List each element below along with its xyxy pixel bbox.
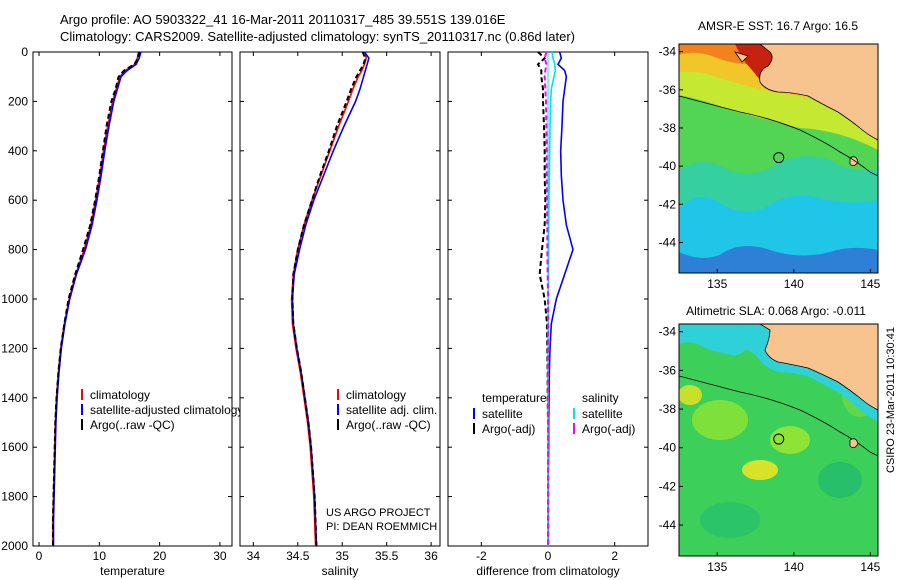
sla-land [759,324,878,411]
sst-frame [678,43,879,274]
temperature-xlabel: temperature [100,564,165,578]
temperature-ytick-label: 2000 [1,539,28,553]
salinity-xtick-label: 34.5 [286,549,310,563]
sla-blob [770,426,810,454]
header-line-2: Climatology: CARS2009. Satellite-adjuste… [60,29,575,44]
salinity-series-2 [291,51,367,547]
temperature-legend-label: Argo(..raw -QC) [90,418,175,432]
salinity-xtick-label: 35.5 [375,549,399,563]
temperature-panel: 0 10 20 30 0 200 400 600 800 1000 1200 1400 1600 1800… [1,45,243,578]
sst-map: AMSR-E SST: 16.7 Argo: 16.5 135 140 145 -34… [659,19,881,291]
temperature-ytick-label: 400 [8,144,28,158]
sla-blob [818,462,862,498]
temperature-ytick-label: 1400 [1,391,28,405]
sla-argo-marker [773,433,785,445]
temperature-ytick-label: 1000 [1,292,28,306]
sla-map-ytick-label: -36 [659,363,677,377]
sst-map-title: AMSR-E SST: 16.7 Argo: 16.5 [698,19,858,33]
sla-gulf [679,324,745,356]
sla-map: Altimetric SLA: 0.068 Argo: -0.011 135 14… [659,304,881,574]
sst-map-ytick-label: -42 [659,197,677,211]
sst-gulf-land [734,51,749,63]
difference-series-3 [543,51,549,546]
difference-legend-title: temperature [482,391,547,405]
temperature-xtick-label: 20 [153,549,167,563]
sla-blob [700,502,760,538]
project-credit: US ARGO PROJECT [326,507,431,519]
difference-legend-label: Argo(-adj) [482,422,535,436]
temperature-legend-label: climatology [90,388,150,402]
salinity-legend-label: climatology [346,388,406,402]
temperature-ytick-label: 600 [8,193,28,207]
sst-map-ytick-label: -40 [659,159,677,173]
sst-map-xtick-label: 135 [707,277,727,291]
temperature-ytick-label: 1800 [1,490,28,504]
sst-map-ytick-label: -38 [659,121,677,135]
salinity-legend-label: satellite adj. clim. [346,403,437,417]
temperature-ytick-label: 1200 [1,341,28,355]
temperature-legend-label: satellite-adjusted climatology [90,403,243,417]
sla-frame [678,323,879,557]
temperature-axes-box [32,51,233,547]
header-line-1: Argo profile: AO 5903322_41 16-Mar-2011 … [60,12,506,27]
sla-map-ytick-label: -38 [659,402,677,416]
salinity-axes-box [239,51,441,547]
temperature-xtick-label: 30 [213,549,227,563]
difference-legend-label: satellite [582,407,623,421]
salinity-xlabel: salinity [322,564,359,578]
temperature-ytick-label: 1600 [1,440,28,454]
sla-map-ytick-label: -42 [659,479,677,493]
difference-xtick-label: 2 [611,549,618,563]
temperature-ytick-label: 800 [8,243,28,257]
sst-map-ytick-label: -44 [659,235,677,249]
sla-map-title: Altimetric SLA: 0.068 Argo: -0.011 [686,304,866,318]
sla-island [849,438,859,448]
temperature-xtick-label: 10 [93,549,107,563]
difference-xtick-label: -2 [476,549,487,563]
difference-legend-label: satellite [482,407,523,421]
sla-blob [742,460,778,480]
sla-map-ytick-label: -40 [659,441,677,455]
difference-xtick-label: 0 [545,549,552,563]
temperature-xtick-label: 0 [36,549,43,563]
sla-blob [692,400,748,440]
sst-map-ytick-label: -34 [659,45,677,59]
pi-credit: PI: DEAN ROEMMICH [326,521,437,533]
csiro-stamp: CSIRO 23-Mar-2011 10:30:41 [885,327,897,473]
sst-argo-marker [773,152,785,164]
temperature-series-2 [51,51,141,546]
difference-legend-label: Argo(-adj) [582,422,635,436]
sst-map-ytick-label: -36 [659,83,677,97]
salinity-legend-label: Argo(..raw -QC) [346,418,431,432]
sla-map-xtick-label: 145 [860,560,880,574]
sst-map-xtick-label: 140 [784,277,804,291]
salinity-xtick-label: 34 [247,549,261,563]
salinity-xtick-label: 35 [336,549,350,563]
sst-contour [679,95,878,177]
difference-xlabel: difference from climatology [476,564,619,578]
difference-legend-title: salinity [582,391,619,405]
sla-map-xtick-label: 135 [707,560,727,574]
sst-map-xtick-label: 145 [860,277,880,291]
temperature-ytick-label: 0 [21,45,28,59]
sst-land [759,44,878,141]
sla-map-ytick-label: -44 [659,518,677,532]
sla-map-xtick-label: 140 [784,560,804,574]
temperature-ytick-label: 200 [8,94,28,108]
salinity-panel: 34 34.5 35 35.5 36 salinity climatologysatelli… [239,51,441,578]
sla-map-ytick-label: -34 [659,325,677,339]
sla-blob [679,385,702,405]
salinity-xtick-label: 36 [424,549,438,563]
